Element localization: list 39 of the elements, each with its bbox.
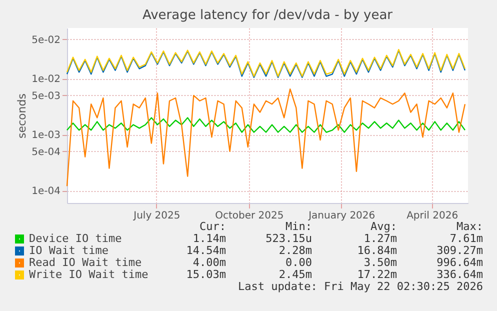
legend-label: Device IO time xyxy=(29,232,122,245)
text: 0.00 xyxy=(286,256,312,269)
chart-title: Average latency for /dev/vda - by year xyxy=(142,8,394,23)
text: 7.61m xyxy=(450,232,483,245)
y-tick-label: 5e-04 xyxy=(32,146,60,158)
y-axis-title: seconds xyxy=(16,93,29,138)
y-tick-label: 5e-03 xyxy=(32,90,60,102)
text: Min: xyxy=(286,220,312,233)
text: 3.50m xyxy=(364,256,397,269)
text: 2.28m xyxy=(278,244,312,257)
text: 1.27m xyxy=(364,232,397,245)
line-series xyxy=(66,88,466,187)
x-tick-label: October 2025 xyxy=(215,210,284,222)
text: Avg: xyxy=(370,220,397,233)
legend-label: Read IO Wait time xyxy=(29,256,142,269)
text: 1.14m xyxy=(192,232,226,245)
x-tick-label: January 2026 xyxy=(308,210,376,222)
text: 14.54m xyxy=(186,244,226,257)
x-tick-label: April 2026 xyxy=(406,210,458,222)
x-tick-label: July 2025 xyxy=(132,210,180,222)
text: Max: xyxy=(456,220,483,233)
text: 4.00m xyxy=(192,256,226,269)
y-tick-label: 5e-02 xyxy=(32,34,60,46)
text: 15.03m xyxy=(186,268,226,281)
line-series xyxy=(66,117,466,133)
legend-label: Write IO Wait time xyxy=(29,268,148,281)
text: 2.45m xyxy=(278,268,312,281)
legend-label: IO Wait time xyxy=(29,244,108,257)
text: 309.27m xyxy=(436,244,483,257)
text: Cur: xyxy=(200,220,226,233)
y-tick-label: 1e-02 xyxy=(32,74,60,86)
y-tick-label: 1e-03 xyxy=(32,130,60,142)
text: 996.64m xyxy=(436,256,483,269)
y-tick-label: 1e-04 xyxy=(32,186,60,198)
text: 336.64m xyxy=(436,268,483,281)
text: 16.84m xyxy=(357,244,397,257)
text: 523.15u xyxy=(266,232,312,245)
text: Last update: Fri May 22 02:30:25 2026 xyxy=(238,280,483,293)
text: 17.22m xyxy=(357,268,397,281)
